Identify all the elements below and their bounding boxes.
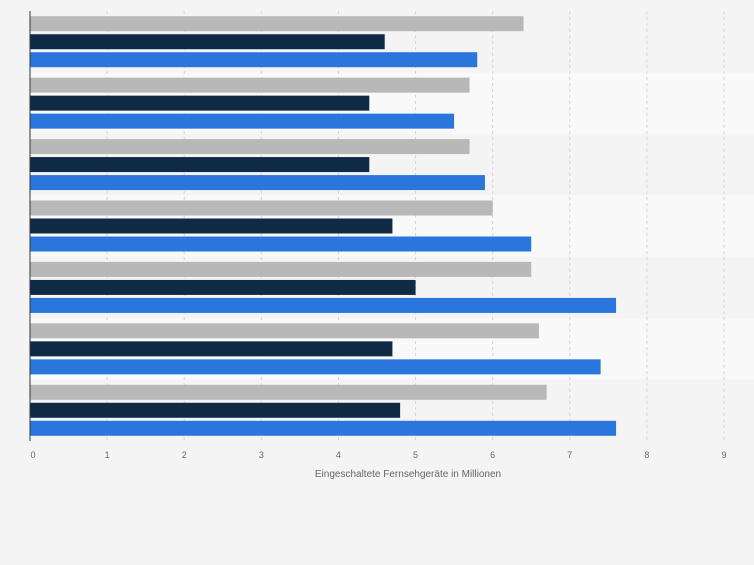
x-tick-label: 3 bbox=[259, 450, 264, 460]
bar-series1[interactable] bbox=[30, 16, 524, 32]
bar-series1[interactable] bbox=[30, 323, 539, 339]
bar-series3[interactable] bbox=[30, 52, 478, 68]
bar-series3[interactable] bbox=[30, 236, 532, 252]
bar-series3[interactable] bbox=[30, 113, 455, 129]
x-tick-label: 0 bbox=[30, 450, 35, 460]
bar-series2[interactable] bbox=[30, 95, 370, 111]
x-tick-label: 8 bbox=[644, 450, 649, 460]
x-axis-title: Eingeschaltete Fernsehgeräte in Millione… bbox=[315, 469, 501, 480]
bar-series3[interactable] bbox=[30, 420, 617, 436]
bar-series2[interactable] bbox=[30, 341, 393, 357]
bar-series1[interactable] bbox=[30, 261, 532, 277]
bar-series1[interactable] bbox=[30, 139, 470, 155]
bar-series2[interactable] bbox=[30, 157, 370, 173]
bar-series3[interactable] bbox=[30, 175, 485, 191]
bar-series1[interactable] bbox=[30, 200, 493, 216]
bars bbox=[30, 16, 617, 436]
bar-series1[interactable] bbox=[30, 384, 547, 400]
x-tick-label: 2 bbox=[182, 450, 187, 460]
bar-series2[interactable] bbox=[30, 218, 393, 234]
bar-series1[interactable] bbox=[30, 77, 470, 93]
x-tick-label: 6 bbox=[490, 450, 495, 460]
x-tick-label: 1 bbox=[105, 450, 110, 460]
x-tick-label: 5 bbox=[413, 450, 418, 460]
bar-series2[interactable] bbox=[30, 279, 416, 295]
x-tick-label: 7 bbox=[567, 450, 572, 460]
x-axis-tick-labels: 0 1 2 3 4 5 6 7 8 9 bbox=[30, 450, 726, 460]
x-tick-label: 4 bbox=[336, 450, 341, 460]
bar-series3[interactable] bbox=[30, 297, 617, 313]
bar-series3[interactable] bbox=[30, 359, 601, 375]
x-tick-label: 9 bbox=[721, 450, 726, 460]
bar-series2[interactable] bbox=[30, 34, 385, 50]
bar-series2[interactable] bbox=[30, 402, 401, 418]
